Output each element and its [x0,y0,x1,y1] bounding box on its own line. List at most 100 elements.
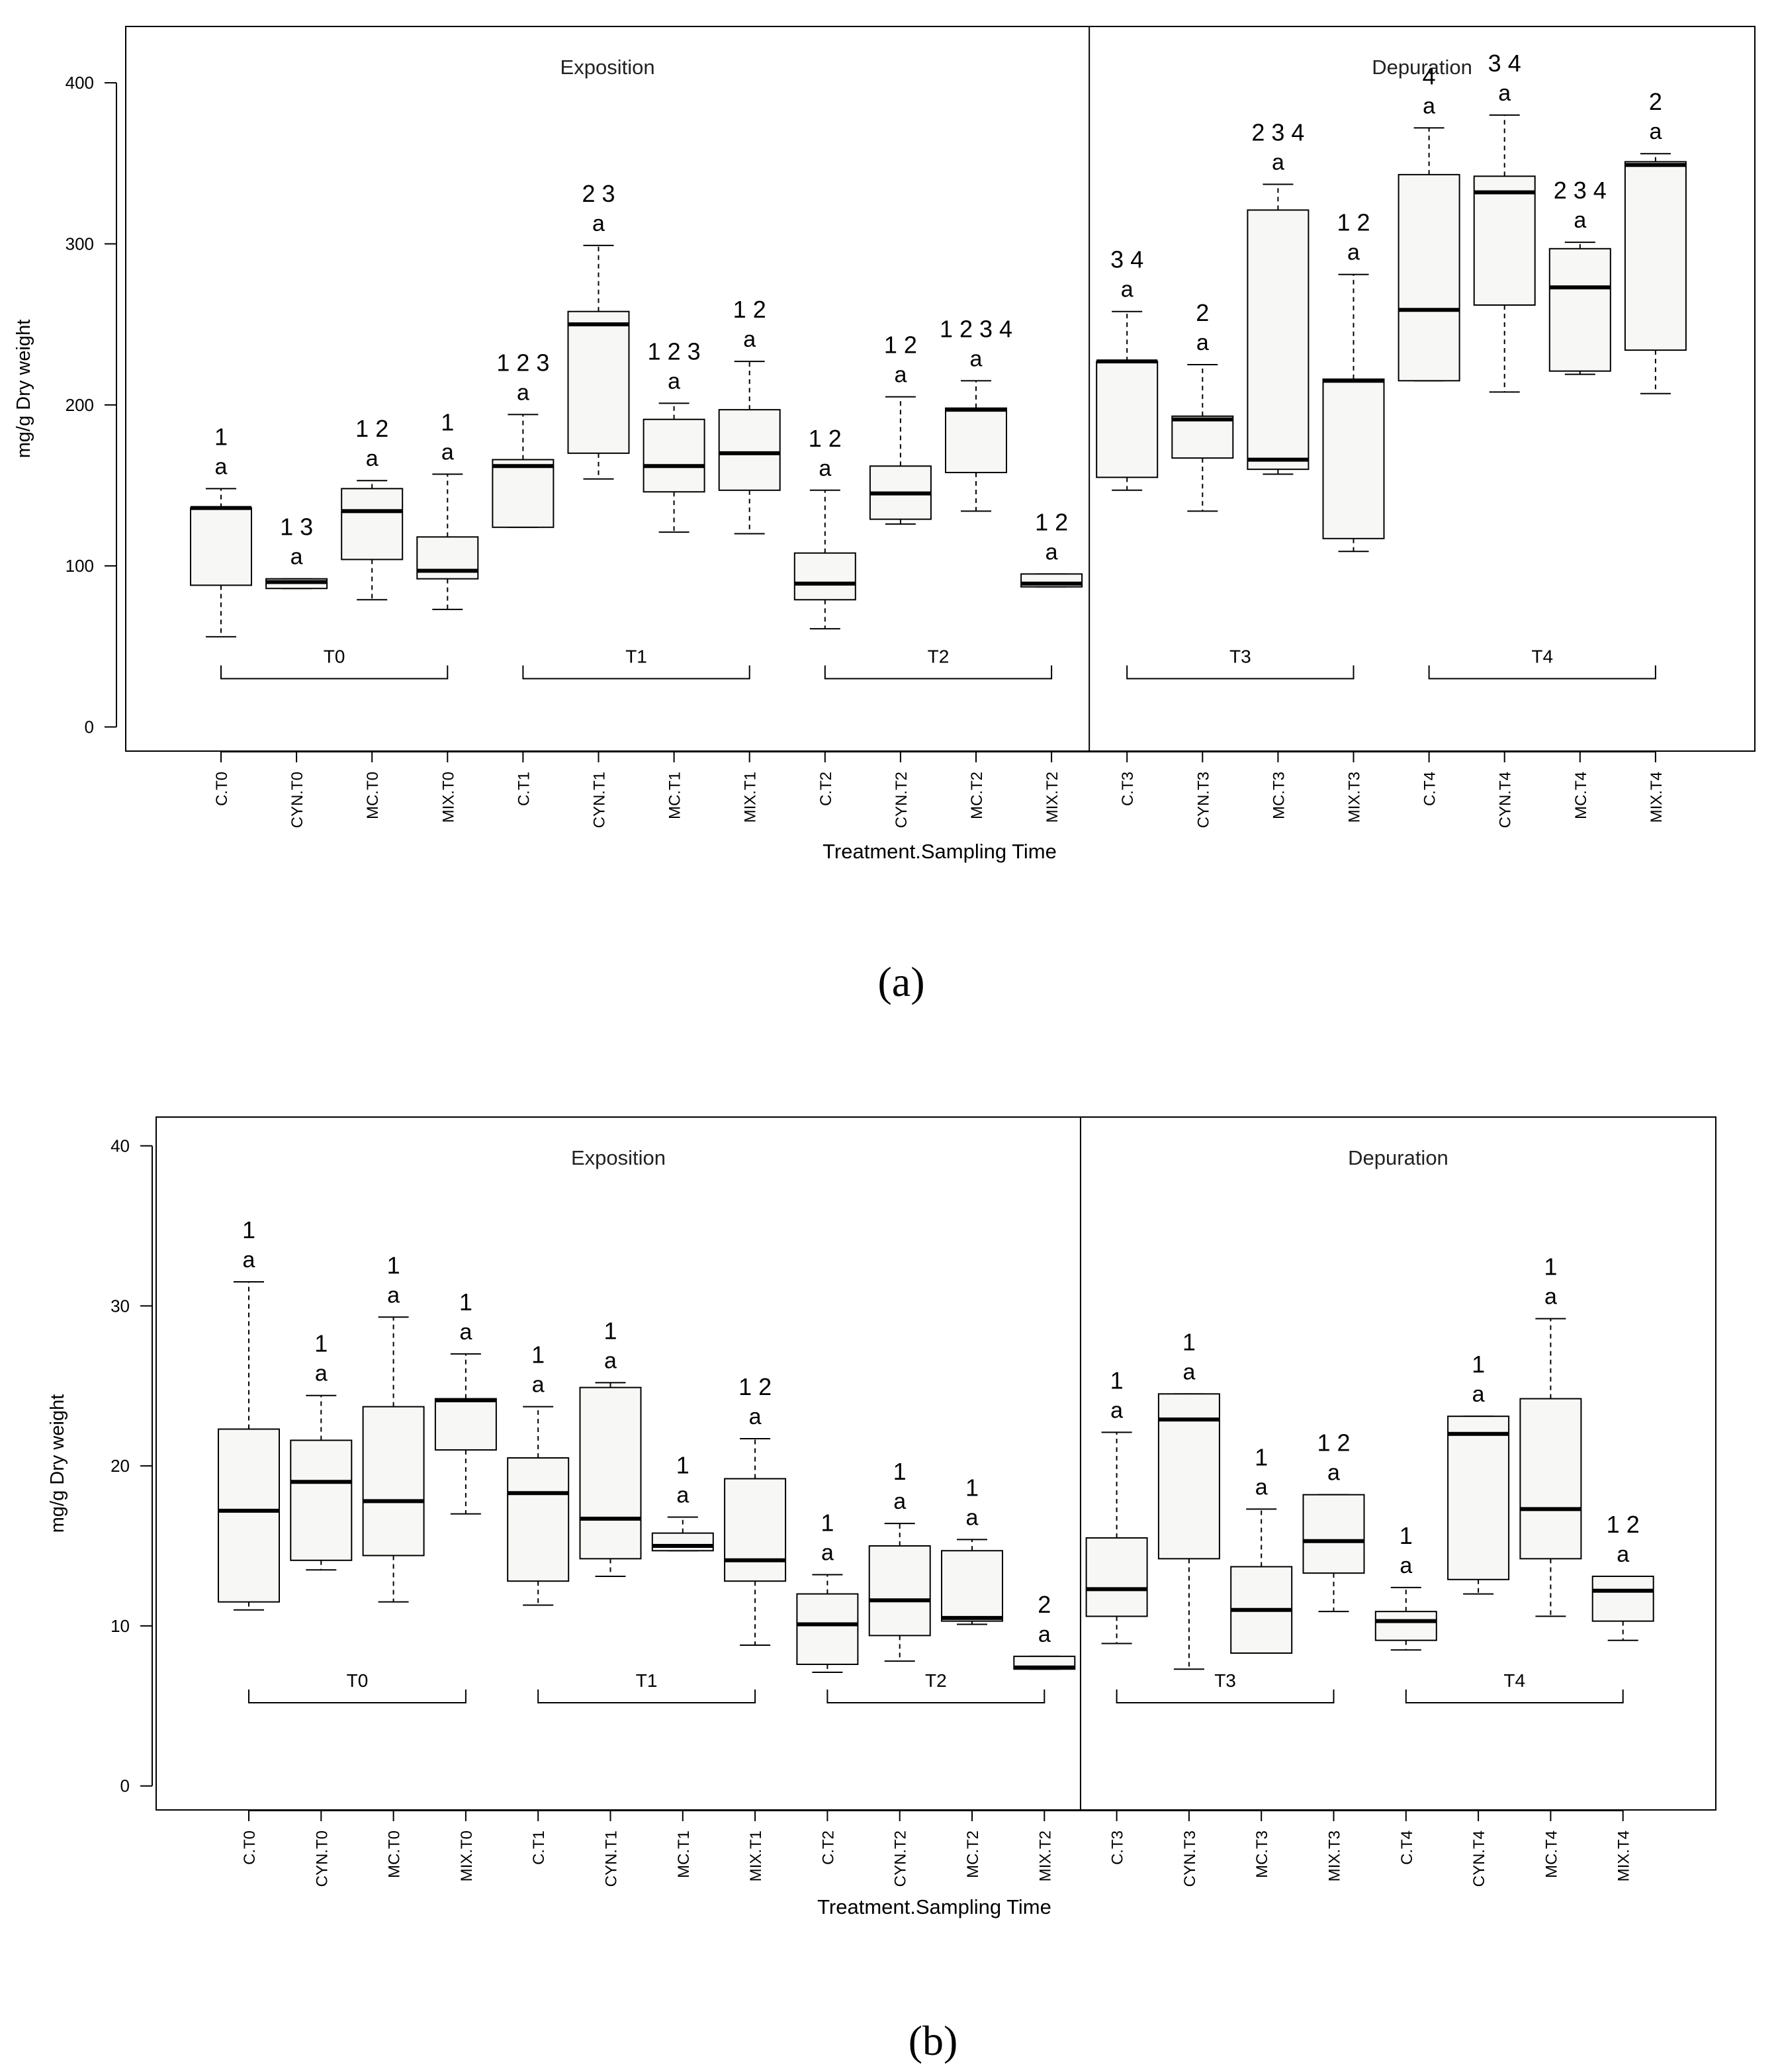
box-mc-t3: a1 [1230,1443,1293,1654]
significance-letter: a [821,1541,834,1566]
significance-group: 1 2 [738,1373,772,1400]
significance-letter: a [459,1320,472,1345]
group-bracket [248,1689,467,1703]
x-tick-label: MC.T0 [364,772,382,819]
x-tick-label: C.T4 [1421,772,1439,806]
significance-group: 1 2 [809,425,842,452]
x-tick-label: C.T1 [530,1830,548,1865]
significance-letter: a [1255,1474,1268,1500]
significance-letter: a [592,211,605,236]
box-c-t3: a 3 4 [1096,246,1159,491]
box-mix-t1: a 1 2 [724,1373,787,1646]
iqr-box [567,310,630,454]
iqr-box [290,1439,353,1561]
box-mix-t3: a 1 2 [1302,1429,1365,1613]
box-mix-t0: a1 [434,1288,497,1515]
x-tick-label: C.T2 [817,772,835,806]
significance-letter: a [1574,208,1586,233]
x-tick-label: MC.T1 [675,1830,693,1878]
significance-letter: a [1617,1542,1629,1567]
significance-group: 1 [1255,1443,1268,1470]
x-tick-label: CYN.T3 [1181,1830,1199,1887]
group-label: T0 [324,647,345,667]
group-label: T4 [1503,1670,1525,1691]
x-tick-label: MIX.T4 [1615,1830,1633,1881]
iqr-box [796,1593,859,1665]
x-axis-title: Treatment.Sampling Time [823,840,1057,863]
box-mc-t0: a1 [362,1251,425,1603]
panel-label-b: (b) [909,2017,958,2064]
significance-letter: a [1110,1398,1123,1423]
significance-letter: a [1498,81,1511,106]
x-tick-label: C.T3 [1109,1830,1127,1865]
significance-group: 1 [1110,1367,1124,1394]
significance-group: 1 2 [1607,1511,1640,1538]
iqr-box [218,1428,280,1603]
x-tick-label: CYN.T4 [1470,1830,1488,1887]
box-mix-t2: a2 [1013,1591,1076,1670]
significance-group: 1 [242,1216,255,1243]
box-cyn-t1: a1 [579,1317,642,1577]
group-bracket [220,665,449,680]
y-tick-label: 20 [111,1456,130,1476]
box-c-t4: a1 [1374,1522,1437,1651]
significance-letter: a [966,1505,979,1530]
box-cyn-t0: a 1 3 [265,514,328,590]
box-mc-t0: a 1 2 [341,415,404,601]
box-mc-t3: a 2 3 4 [1247,118,1310,475]
iqr-box [1374,1611,1437,1641]
significance-letter: a [668,369,680,394]
significance-group: 1 2 [733,296,766,323]
box-c-t0: a1 [218,1216,280,1611]
group-bracket [522,665,750,680]
significance-group: 1 [441,408,454,435]
box-c-t2: a 1 2 [793,425,856,630]
group-label: T0 [347,1670,369,1691]
iqr-box [651,1532,714,1552]
x-tick-label: MC.T3 [1270,772,1288,819]
box-mc-t1: a1 [651,1452,714,1552]
iqr-box [1085,1537,1148,1617]
x-tick-label: MIX.T0 [439,772,457,823]
iqr-box [1322,378,1385,539]
group-label: T1 [636,1670,658,1691]
significance-group: 1 [676,1452,690,1479]
x-tick-label: CYN.T4 [1497,772,1515,828]
iqr-box [341,488,404,561]
significance-group: 1 3 [280,514,313,541]
box-c-t3: a1 [1085,1367,1148,1644]
box-mc-t4: a1 [1519,1253,1582,1617]
group-bracket [537,1689,756,1703]
x-tick-label: MIX.T3 [1326,1830,1344,1881]
box-mc-t1: a 1 2 3 [643,338,705,533]
x-tick-label: MC.T4 [1572,772,1590,819]
group-label: T2 [928,647,950,667]
iqr-box [1447,1416,1510,1580]
x-tick-label: CYN.T1 [603,1830,621,1887]
y-axis-title: mg/g Dry weight [47,1394,68,1533]
x-tick-label: C.T3 [1119,772,1137,806]
x-tick-label: MC.T3 [1253,1830,1271,1878]
significance-letter: a [517,380,529,405]
iqr-box [643,418,705,493]
significance-letter: a [315,1361,328,1386]
iqr-box [1519,1398,1582,1560]
significance-group: 1 2 3 [496,349,549,376]
significance-letter: a [1272,150,1284,175]
x-tick-label: MIX.T0 [458,1830,476,1881]
significance-group: 1 2 [355,415,388,442]
significance-letter: a [1649,119,1662,144]
significance-letter: a [387,1283,400,1308]
box-c-t2: a1 [796,1509,859,1674]
x-tick-label: C.T0 [241,1830,259,1865]
iqr-box [434,1398,497,1451]
group-label: T4 [1531,647,1553,667]
y-tick-label: 200 [66,395,94,415]
y-tick-label: 30 [111,1296,130,1316]
iqr-box [793,552,856,601]
x-axis-title: Treatment.Sampling Time [817,1895,1051,1918]
significance-group: 1 2 3 4 [940,315,1012,342]
x-tick-label: MC.T0 [386,1830,404,1878]
significance-letter: a [604,1348,617,1373]
